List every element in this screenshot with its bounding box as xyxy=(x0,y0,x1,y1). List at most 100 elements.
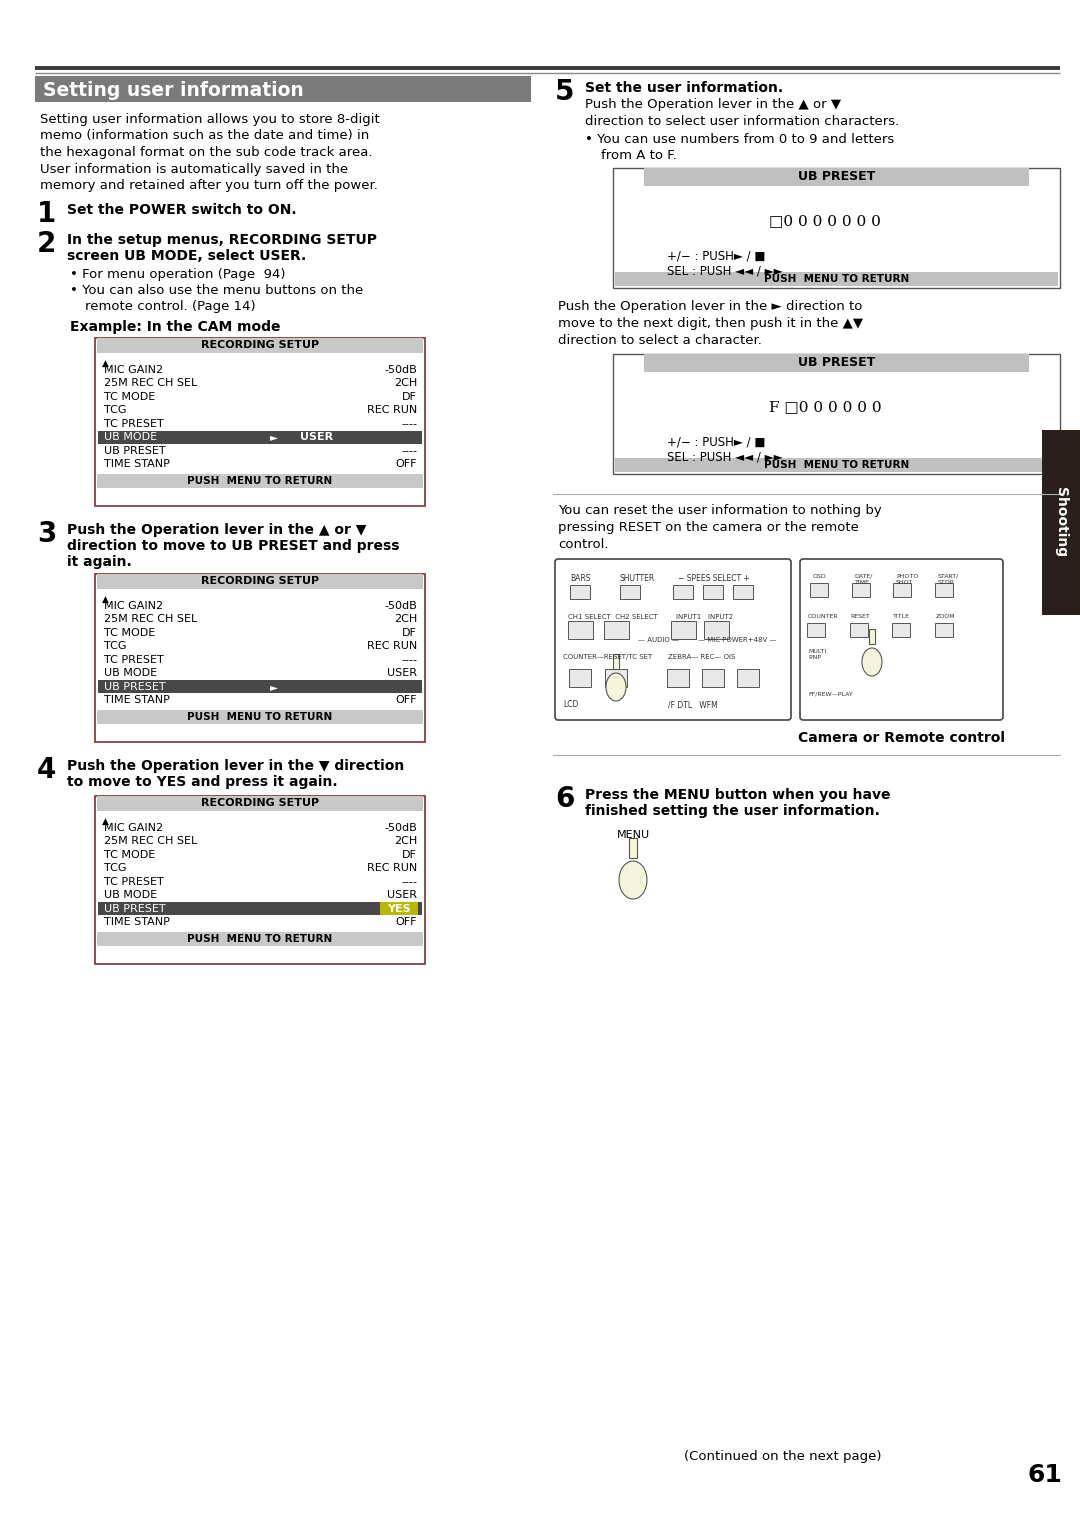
Text: direction to move to UB PRESET and press: direction to move to UB PRESET and press xyxy=(67,539,400,553)
Text: MULTI
P.NP: MULTI P.NP xyxy=(808,650,826,660)
Text: memory and retained after you turn off the power.: memory and retained after you turn off t… xyxy=(40,179,378,192)
Text: 25M REC CH SEL: 25M REC CH SEL xyxy=(104,836,198,846)
Bar xyxy=(97,797,423,810)
Text: REC RUN: REC RUN xyxy=(367,642,417,651)
Text: TC MODE: TC MODE xyxy=(104,628,156,637)
Text: +/− : PUSH► / ■: +/− : PUSH► / ■ xyxy=(666,250,765,262)
Text: 5: 5 xyxy=(555,78,575,106)
Text: − SPEES SELECT +: − SPEES SELECT + xyxy=(678,574,750,584)
Bar xyxy=(97,339,423,352)
Ellipse shape xyxy=(606,673,626,702)
Text: ----: ---- xyxy=(401,446,417,455)
Bar xyxy=(604,620,629,639)
Text: User information is automatically saved in the: User information is automatically saved … xyxy=(40,162,348,176)
Text: UB MODE: UB MODE xyxy=(104,890,157,901)
Text: -50dB: -50dB xyxy=(384,823,417,833)
Text: 25M REC CH SEL: 25M REC CH SEL xyxy=(104,614,198,624)
Text: PHOTO
SHOT: PHOTO SHOT xyxy=(896,574,918,585)
Text: • You can use numbers from 0 to 9 and letters: • You can use numbers from 0 to 9 and le… xyxy=(585,133,894,146)
Text: Setting user information: Setting user information xyxy=(43,81,303,100)
Text: TIME STANP: TIME STANP xyxy=(104,918,170,927)
Text: ▲: ▲ xyxy=(102,594,109,604)
Text: TCG: TCG xyxy=(104,406,126,415)
Text: ►: ► xyxy=(270,682,278,692)
Bar xyxy=(35,77,531,103)
Text: 25M REC CH SEL: 25M REC CH SEL xyxy=(104,378,198,388)
Text: COUNTER—RESET/TC SET: COUNTER—RESET/TC SET xyxy=(563,654,652,660)
Text: PUSH  MENU TO RETURN: PUSH MENU TO RETURN xyxy=(187,476,333,486)
Text: OFF: OFF xyxy=(395,918,417,927)
Text: finished setting the user information.: finished setting the user information. xyxy=(585,804,880,818)
Text: SEL : PUSH ◄◄ / ►►: SEL : PUSH ◄◄ / ►► xyxy=(666,450,782,464)
Bar xyxy=(733,585,753,599)
Text: DF: DF xyxy=(402,392,417,401)
Bar xyxy=(703,620,729,639)
Text: □0 0 0 0 0 0 0: □0 0 0 0 0 0 0 xyxy=(769,214,881,228)
Bar xyxy=(850,624,867,637)
Text: MIC GAIN2: MIC GAIN2 xyxy=(104,365,163,375)
Bar xyxy=(667,669,689,686)
Text: ▲: ▲ xyxy=(102,817,109,826)
Text: PUSH  MENU TO RETURN: PUSH MENU TO RETURN xyxy=(764,274,909,283)
Text: remote control. (Page 14): remote control. (Page 14) xyxy=(85,300,256,313)
Text: OFF: OFF xyxy=(395,696,417,705)
Bar xyxy=(95,797,426,964)
FancyBboxPatch shape xyxy=(800,559,1003,720)
Bar xyxy=(1042,430,1080,614)
Text: memo (information such as the date and time) in: memo (information such as the date and t… xyxy=(40,130,369,142)
Text: PUSH  MENU TO RETURN: PUSH MENU TO RETURN xyxy=(764,460,909,470)
Text: 2CH: 2CH xyxy=(394,836,417,846)
Bar xyxy=(613,354,1059,473)
Text: +/− : PUSH► / ■: +/− : PUSH► / ■ xyxy=(666,435,765,449)
Bar xyxy=(615,273,1058,286)
Text: TC MODE: TC MODE xyxy=(104,850,156,859)
Text: DATE/
TIME: DATE/ TIME xyxy=(854,574,873,585)
Text: USER: USER xyxy=(387,890,417,901)
Bar xyxy=(892,624,910,637)
Text: Push the Operation lever in the ► direction to: Push the Operation lever in the ► direct… xyxy=(558,300,862,313)
Text: direction to select a character.: direction to select a character. xyxy=(558,334,761,348)
Bar xyxy=(737,669,759,686)
Text: RESET: RESET xyxy=(851,614,870,619)
Text: from A to F.: from A to F. xyxy=(600,149,677,162)
Text: Push the Operation lever in the ▲ or ▼: Push the Operation lever in the ▲ or ▼ xyxy=(585,98,841,110)
Text: 4: 4 xyxy=(37,755,56,784)
Text: it again.: it again. xyxy=(67,555,132,568)
Bar xyxy=(97,709,423,725)
Text: TC PRESET: TC PRESET xyxy=(104,654,164,665)
Text: UB PRESET: UB PRESET xyxy=(104,904,165,913)
Text: RECORDING SETUP: RECORDING SETUP xyxy=(201,576,319,587)
Bar xyxy=(380,902,418,915)
Text: direction to select user information characters.: direction to select user information cha… xyxy=(585,115,900,129)
Text: ----: ---- xyxy=(401,418,417,429)
Text: UB PRESET: UB PRESET xyxy=(104,682,165,692)
Text: INPUT1   INPUT2: INPUT1 INPUT2 xyxy=(676,614,733,620)
Bar xyxy=(629,838,637,858)
Text: RECORDING SETUP: RECORDING SETUP xyxy=(201,798,319,809)
Text: ►: ► xyxy=(270,432,278,443)
Text: 2CH: 2CH xyxy=(394,614,417,624)
Text: the hexagonal format on the sub code track area.: the hexagonal format on the sub code tra… xyxy=(40,146,373,159)
Bar xyxy=(97,931,423,945)
Text: ZOOM: ZOOM xyxy=(936,614,956,619)
Text: UB PRESET: UB PRESET xyxy=(798,357,875,369)
Text: -50dB: -50dB xyxy=(384,601,417,611)
Text: TCG: TCG xyxy=(104,863,126,873)
Text: /F DTL   WFM: /F DTL WFM xyxy=(669,700,718,709)
Text: TCG: TCG xyxy=(104,642,126,651)
Bar xyxy=(615,458,1058,472)
Text: Setting user information allows you to store 8-digit: Setting user information allows you to s… xyxy=(40,113,380,126)
Text: 6: 6 xyxy=(555,784,575,813)
Text: You can reset the user information to nothing by: You can reset the user information to no… xyxy=(558,504,881,516)
Bar xyxy=(807,624,825,637)
Text: PUSH  MENU TO RETURN: PUSH MENU TO RETURN xyxy=(187,712,333,722)
Bar xyxy=(673,585,693,599)
Text: ----: ---- xyxy=(401,876,417,887)
Bar xyxy=(620,585,640,599)
Text: UB PRESET: UB PRESET xyxy=(798,170,875,184)
Bar xyxy=(567,620,593,639)
Text: TC PRESET: TC PRESET xyxy=(104,418,164,429)
Text: SHUTTER: SHUTTER xyxy=(620,574,656,584)
Text: MIC GAIN2: MIC GAIN2 xyxy=(104,601,163,611)
Text: UB MODE: UB MODE xyxy=(104,432,157,443)
